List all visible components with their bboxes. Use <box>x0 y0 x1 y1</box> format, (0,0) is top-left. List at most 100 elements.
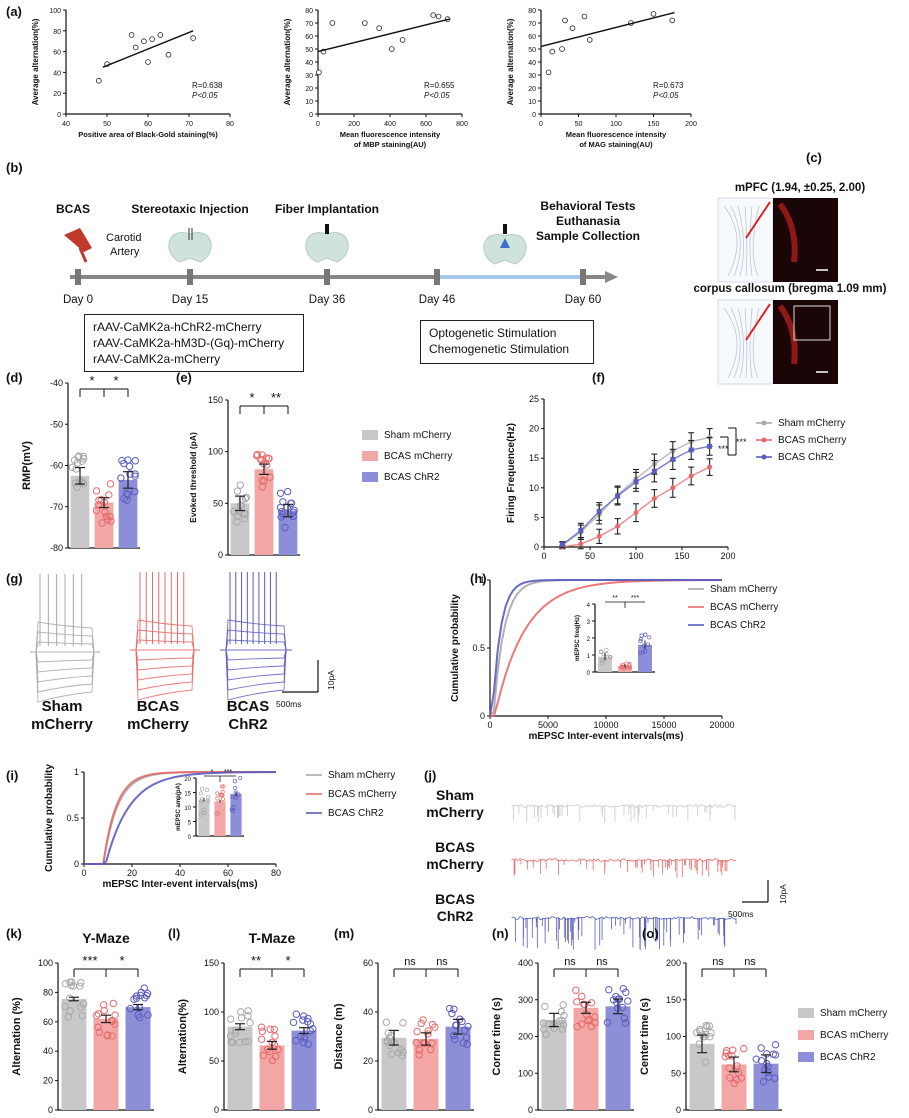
y-tick-label: 20 <box>53 91 61 98</box>
x-tick-label: 5000 <box>538 720 558 730</box>
panel-c-title-2: corpus callosum (bregma 1.09 mm) <box>693 283 886 295</box>
y-tick-label: 50 <box>209 1056 219 1066</box>
p-value: P<0.05 <box>192 91 218 100</box>
inset-dot <box>600 660 605 665</box>
y-tick-label: 70 <box>305 21 313 28</box>
data-dot <box>621 1019 630 1027</box>
data-dot <box>740 1044 748 1053</box>
ephys-trace-chr2 <box>220 649 292 701</box>
y-tick-label: 400 <box>518 958 533 968</box>
data-dot <box>557 1007 566 1016</box>
legend-label: BCAS ChR2 <box>710 620 766 631</box>
y-tick-label: 1 <box>480 575 485 585</box>
data-dot <box>246 1018 254 1027</box>
data-dot <box>271 1032 279 1040</box>
data-dot <box>725 1064 734 1072</box>
x-tick-label: 0 <box>316 121 320 128</box>
inset-dot <box>220 797 225 802</box>
group-label: mCherry <box>31 716 93 733</box>
data-dot <box>771 1041 780 1049</box>
data-dot <box>237 1014 246 1022</box>
event-injection: Stereotaxic Injection <box>131 202 248 216</box>
data-point <box>96 77 102 84</box>
panel-label-g: (g) <box>6 571 23 586</box>
y-tick-label: 30 <box>305 73 313 80</box>
panel-label-j: (j) <box>424 768 436 783</box>
sig-label: ns <box>744 956 756 968</box>
regression-line <box>540 11 675 48</box>
ephys-trace-bcas <box>130 649 200 671</box>
atlas-contour <box>723 205 738 277</box>
data-point <box>361 20 368 26</box>
y-tick-label: 15 <box>184 792 191 798</box>
panel-label-f: (f) <box>592 370 605 385</box>
inset-dot <box>202 811 207 816</box>
y-tick-label: 20 <box>184 777 191 783</box>
data-dot <box>417 1019 425 1028</box>
carotid-label-1: Carotid <box>106 232 141 244</box>
timeline-day-label: Day 46 <box>419 294 455 306</box>
legend-label: Sham mCherry <box>820 1008 887 1019</box>
group-label: mCherry <box>426 804 484 820</box>
group-label: Sham <box>42 698 83 715</box>
y-tick-label: 1 <box>74 767 79 777</box>
data-dot <box>132 992 141 1000</box>
panel-label-h: (h) <box>470 571 487 586</box>
x-tick-label: 0 <box>81 868 86 878</box>
light-cone <box>500 238 510 248</box>
panel-label-e: (e) <box>176 370 192 385</box>
timeline-tick <box>434 269 440 285</box>
bar <box>254 469 274 555</box>
data-dot <box>612 992 620 1001</box>
atlas-pointer <box>745 201 771 239</box>
inset-dot <box>201 807 206 812</box>
sig-label: ns <box>404 956 416 968</box>
inset-bar <box>214 801 226 836</box>
data-dot <box>78 1012 87 1020</box>
inset-dot <box>204 787 210 793</box>
panel-label-i: (i) <box>6 768 18 783</box>
data-dot <box>270 1025 278 1034</box>
data-dot <box>297 1032 305 1040</box>
data-point <box>376 25 383 32</box>
data-point <box>145 59 151 65</box>
x-axis-label-2: of MBP staining(AU) <box>354 140 427 149</box>
fiber-icon <box>503 224 507 234</box>
data-dot <box>707 1029 715 1037</box>
stim-line-1: Optogenetic Stimulation <box>429 326 557 340</box>
bar <box>125 1007 151 1110</box>
y-tick-label: 20 <box>363 1056 373 1066</box>
data-dot <box>67 978 76 986</box>
data-dot <box>300 1034 309 1042</box>
sig-label: *** <box>736 437 747 447</box>
inset-dot <box>215 796 220 801</box>
data-dot <box>258 476 266 485</box>
data-dot <box>126 1004 135 1013</box>
y-tick-label: 0 <box>534 542 539 552</box>
y-tick-label: 150 <box>204 958 219 968</box>
data-point <box>650 11 657 17</box>
inset-dot <box>233 785 238 790</box>
panel-label-c: (c) <box>806 150 822 165</box>
x-tick-label: 80 <box>226 121 234 128</box>
data-dot <box>120 459 128 468</box>
regression-line <box>102 30 194 68</box>
x-tick-label: 0 <box>541 551 546 561</box>
data-marker <box>688 473 694 479</box>
y-tick-label: 70 <box>528 21 536 28</box>
data-dot <box>306 1027 314 1035</box>
brain-slice-icon <box>305 232 349 263</box>
inset-dot <box>229 807 234 812</box>
data-dot <box>620 1014 629 1022</box>
y-axis-label: Cumulative probability <box>44 764 55 872</box>
data-point <box>562 17 568 24</box>
legend-swatch <box>362 430 378 440</box>
legend-label: Sham mCherry <box>778 418 845 429</box>
legend-label: BCAS ChR2 <box>384 472 440 483</box>
inset-dot <box>206 795 211 800</box>
data-dot <box>284 487 292 496</box>
inset-dot <box>198 791 203 796</box>
inset-dot <box>647 635 652 640</box>
inset-dot <box>638 651 643 656</box>
x-tick-label: 50 <box>103 121 111 128</box>
